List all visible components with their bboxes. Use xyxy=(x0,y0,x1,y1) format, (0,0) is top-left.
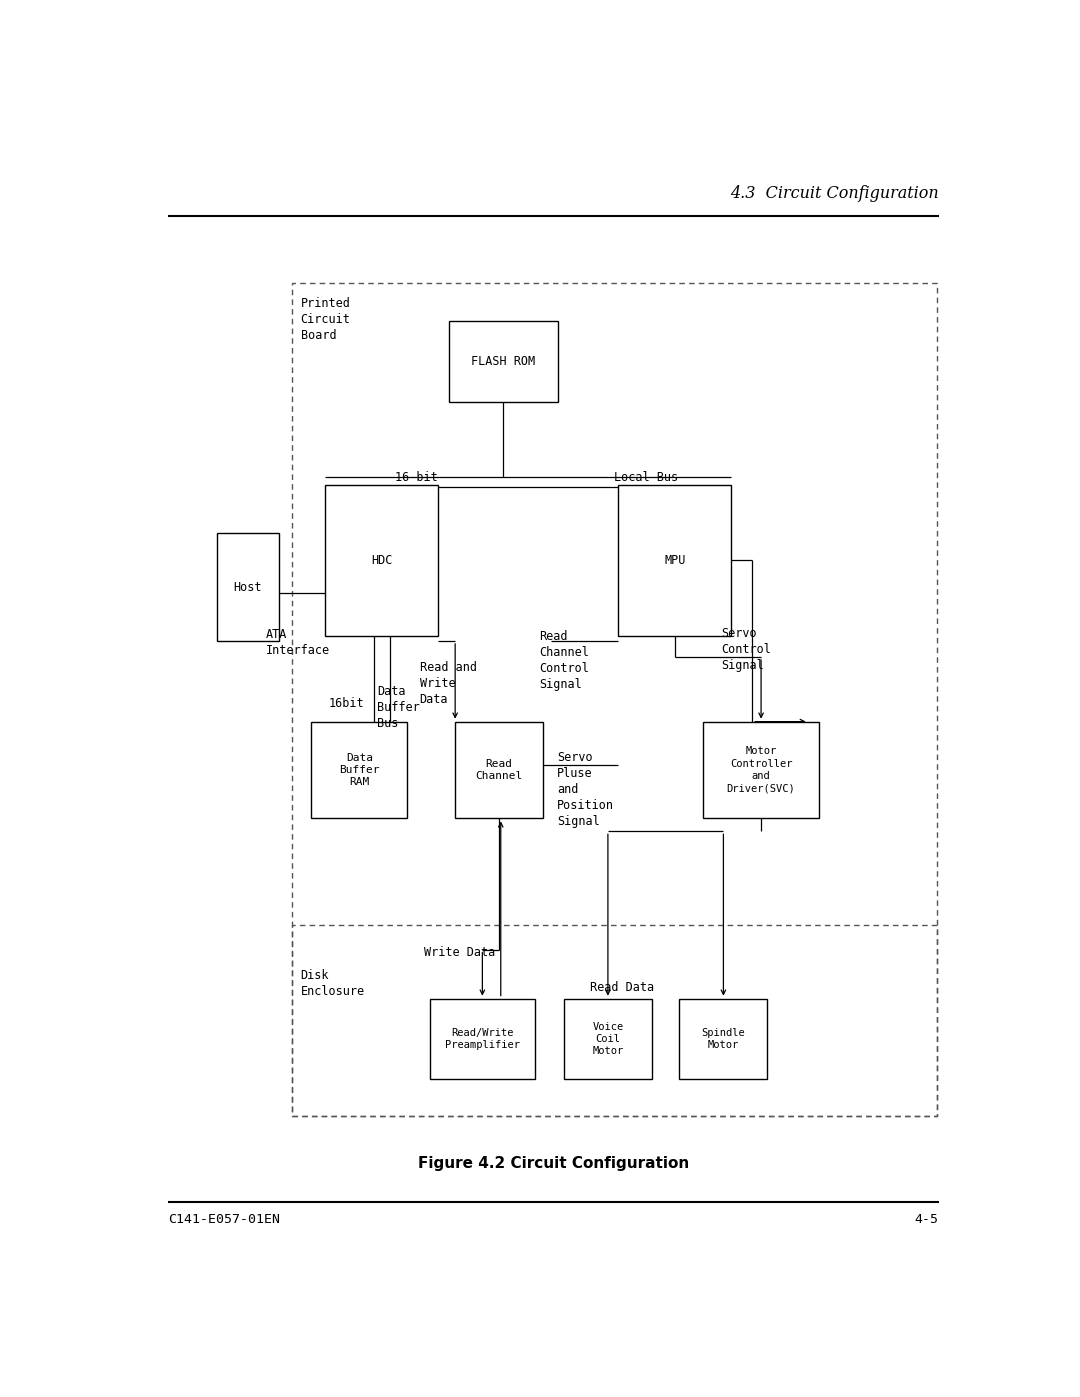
Bar xyxy=(619,485,731,636)
Text: Disk
Enclosure: Disk Enclosure xyxy=(300,970,365,997)
Text: Voice
Coil
Motor: Voice Coil Motor xyxy=(592,1021,623,1056)
Bar xyxy=(449,321,557,401)
Text: Servo
Pluse
and
Position
Signal: Servo Pluse and Position Signal xyxy=(557,750,613,827)
Text: Spindle
Motor: Spindle Motor xyxy=(702,1028,745,1051)
Text: 16bit: 16bit xyxy=(329,697,365,710)
Bar xyxy=(703,722,819,819)
Text: 4.3  Circuit Configuration: 4.3 Circuit Configuration xyxy=(730,184,939,203)
Text: FLASH ROM: FLASH ROM xyxy=(471,355,536,367)
Bar xyxy=(217,534,280,641)
Text: Read and
Write
Data: Read and Write Data xyxy=(419,661,476,707)
Text: Read
Channel: Read Channel xyxy=(475,759,523,781)
Text: Data
Buffer
RAM: Data Buffer RAM xyxy=(339,753,379,788)
Text: HDC: HDC xyxy=(372,553,393,567)
Text: Write Data: Write Data xyxy=(424,946,496,960)
Text: 4-5: 4-5 xyxy=(915,1213,939,1227)
Bar xyxy=(455,722,543,819)
Bar xyxy=(325,485,438,636)
Bar xyxy=(311,722,407,819)
Text: Servo
Control
Signal: Servo Control Signal xyxy=(721,627,771,672)
Text: Read Data: Read Data xyxy=(591,981,654,993)
Text: Data
Buffer
Bus: Data Buffer Bus xyxy=(377,685,420,731)
Bar xyxy=(293,925,936,1116)
Text: Figure 4.2 Circuit Configuration: Figure 4.2 Circuit Configuration xyxy=(418,1157,689,1171)
Text: Read
Channel
Control
Signal: Read Channel Control Signal xyxy=(539,630,590,690)
Text: ATA
Interface: ATA Interface xyxy=(266,629,330,657)
Bar xyxy=(564,999,652,1080)
Text: Host: Host xyxy=(233,581,262,594)
Bar xyxy=(293,282,936,1116)
Text: C141-E057-01EN: C141-E057-01EN xyxy=(168,1213,281,1227)
Text: Read/Write
Preamplifier: Read/Write Preamplifier xyxy=(445,1028,519,1051)
Bar xyxy=(679,999,768,1080)
Text: 16 bit: 16 bit xyxy=(395,471,437,483)
Bar xyxy=(430,999,535,1080)
Text: Motor
Controller
and
Driver(SVC): Motor Controller and Driver(SVC) xyxy=(727,746,796,793)
Text: Printed
Circuit
Board: Printed Circuit Board xyxy=(300,296,351,342)
Text: Local Bus: Local Bus xyxy=(613,471,678,483)
Text: MPU: MPU xyxy=(664,553,686,567)
